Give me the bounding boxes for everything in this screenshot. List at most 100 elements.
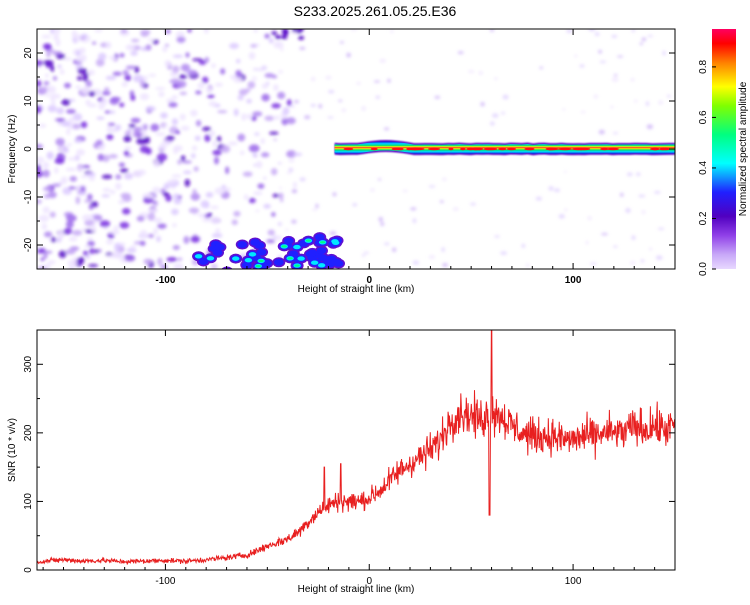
heatmap-xlabel: Height of straight line (km)	[298, 284, 415, 295]
heatmap-speckle	[271, 103, 281, 109]
heatmap-speckle	[252, 111, 263, 117]
heatmap-speckle	[46, 85, 57, 94]
heatmap-speckle	[631, 235, 636, 240]
heatmap-cluster-blob	[258, 259, 264, 263]
heatmap-speckle	[339, 41, 344, 44]
heatmap-speckle	[470, 202, 476, 206]
heatmap-speckle	[215, 228, 221, 234]
heatmap-band-peak	[600, 147, 609, 151]
heatmap-speckle	[61, 120, 71, 127]
heatmap-speckle	[442, 263, 448, 268]
heatmap-speckle	[65, 167, 77, 172]
heatmap-speckle	[272, 193, 280, 198]
heatmap-speckle	[268, 131, 279, 135]
heatmap-speckle	[180, 63, 191, 72]
colorbar-tick-label: 0.6	[698, 110, 709, 124]
heatmap-speckle	[89, 247, 95, 255]
heatmap-speckle	[156, 153, 168, 162]
heatmap-cluster-blob	[281, 245, 287, 248]
heatmap-cluster-blob	[307, 249, 318, 257]
heatmap-speckle	[657, 227, 665, 230]
heatmap-speckle	[104, 110, 111, 114]
heatmap-speckle	[76, 149, 86, 156]
heatmap-speckle	[329, 231, 337, 236]
heatmap-speckle	[67, 259, 78, 267]
heatmap-speckle	[41, 34, 52, 39]
heatmap-band-peak	[660, 147, 671, 151]
heatmap-speckle	[44, 250, 53, 254]
heatmap-speckle	[281, 117, 289, 126]
heatmap-speckle	[380, 221, 385, 227]
heatmap-speckle	[119, 102, 125, 108]
heatmap-speckle	[101, 90, 111, 96]
heatmap-speckle	[43, 252, 48, 260]
heatmap-speckle	[655, 255, 663, 260]
heatmap-speckle	[626, 172, 633, 177]
snr-xtick-label: 100	[565, 576, 582, 587]
heatmap-speckle	[281, 35, 288, 40]
heatmap-cluster-blob	[212, 249, 223, 257]
heatmap-band-peak	[477, 147, 482, 151]
heatmap-speckle	[266, 239, 276, 244]
heatmap-speckle	[310, 103, 317, 107]
heatmap-speckle	[82, 72, 90, 77]
heatmap-speckle	[39, 123, 47, 128]
heatmap-speckle	[647, 34, 654, 38]
heatmap-speckle	[273, 235, 277, 239]
heatmap-speckle	[248, 144, 260, 153]
heatmap-speckle	[172, 245, 180, 250]
heatmap-speckle	[162, 124, 168, 128]
heatmap-speckle	[268, 37, 274, 44]
heatmap-speckle	[580, 110, 586, 114]
heatmap-speckle	[147, 38, 155, 42]
heatmap-speckle	[220, 68, 226, 75]
heatmap-speckle	[564, 208, 568, 212]
snr-ticks: -100 0 100 0 100 200 300	[23, 329, 676, 587]
heatmap-band-peak	[397, 147, 404, 151]
heatmap-speckle	[239, 150, 245, 156]
heatmap-speckle	[40, 257, 45, 262]
snr-xtick-label: 0	[366, 576, 372, 587]
heatmap-speckle	[68, 186, 76, 190]
heatmap-speckle	[521, 243, 526, 248]
heatmap-speckle	[37, 156, 45, 164]
heatmap-speckle	[168, 102, 178, 108]
heatmap-speckle	[94, 29, 103, 33]
heatmap-speckle	[375, 95, 381, 99]
heatmap-speckle	[75, 196, 81, 205]
heatmap-speckle	[79, 47, 86, 54]
colorbar-label: Normalized spectral amplitude	[738, 81, 749, 216]
heatmap-speckle	[558, 214, 565, 219]
heatmap-speckle	[87, 69, 95, 76]
heatmap-speckle	[43, 59, 54, 67]
heatmap-speckle	[60, 176, 68, 185]
heatmap-speckle	[501, 111, 506, 115]
heatmap-speckle	[165, 29, 171, 34]
heatmap-speckle	[97, 248, 102, 253]
heatmap-speckle	[613, 245, 618, 248]
heatmap-speckle	[229, 74, 238, 80]
heatmap-speckle	[122, 69, 129, 76]
heatmap-speckle	[99, 220, 111, 228]
heatmap-speckle	[43, 80, 50, 86]
heatmap-speckle	[76, 75, 83, 81]
heatmap-speckle	[95, 58, 105, 67]
heatmap-speckle	[79, 54, 87, 61]
heatmap-speckle	[118, 199, 125, 205]
heatmap-speckle	[563, 170, 567, 173]
heatmap-speckle	[212, 140, 217, 148]
heatmap-speckle	[211, 233, 223, 238]
heatmap-cluster-blob	[250, 239, 261, 246]
heatmap-speckle	[251, 76, 257, 82]
heatmap-band-peak	[448, 147, 454, 151]
heatmap-speckle	[282, 107, 290, 115]
heatmap-speckle	[428, 185, 436, 188]
snr-xtick-label: -100	[155, 576, 175, 587]
heatmap-speckle	[192, 58, 203, 62]
heatmap-band-peak	[498, 147, 507, 151]
heatmap-speckle	[441, 177, 447, 181]
heatmap-speckle	[617, 55, 624, 58]
heatmap-speckle	[57, 64, 62, 69]
heatmap-band-peak	[370, 147, 378, 151]
heatmap-speckle	[171, 95, 178, 100]
